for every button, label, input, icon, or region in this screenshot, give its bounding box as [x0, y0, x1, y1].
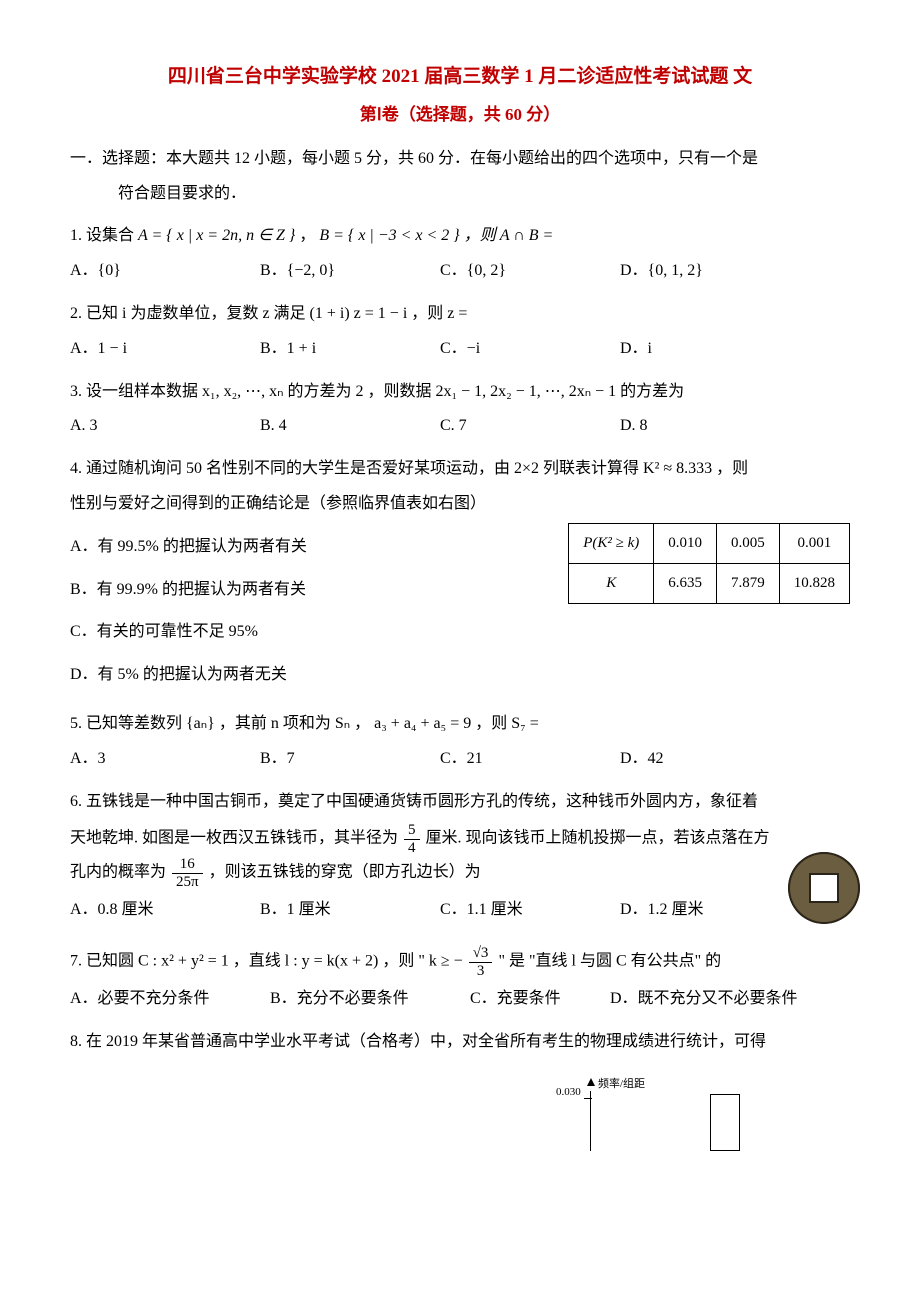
histogram-chart: 频率/组距 0.030 [70, 1081, 850, 1151]
q6-frac1-num: 5 [404, 822, 420, 840]
q4-block: A．有 99.5% 的把握认为两者有关 B．有 99.9% 的把握认为两者有关 … [70, 519, 850, 696]
q6-frac2-num: 16 [172, 856, 203, 874]
q6-line1: 6. 五铢钱是一种中国古铜币，奠定了中国硬通货铸币圆形方孔的传统，这种钱币外圆内… [70, 788, 850, 817]
q2-options: A．1 − i B．1 + i C．−i D．i [70, 335, 850, 364]
exam-title: 四川省三台中学实验学校 2021 届高三数学 1 月二诊适应性考试试题 文 [70, 60, 850, 94]
q3-optC: C. 7 [440, 412, 620, 441]
q7-optA: A．必要不充分条件 [70, 985, 270, 1014]
q5-optC: C．21 [440, 745, 620, 774]
q5-stem: 5. 已知等差数列 {aₙ} ，其前 n 项和为 Sₙ ， a₃ + a₄ + … [70, 710, 850, 739]
q7-optC: C．充要条件 [470, 985, 610, 1014]
q2-stem: 2. 已知 i 为虚数单位，复数 z 满足 (1 + i) z = 1 − i … [70, 300, 850, 329]
q5-optB: B．7 [260, 745, 440, 774]
q6-optA: A．0.8 厘米 [70, 896, 260, 925]
q5-optA: A．3 [70, 745, 260, 774]
chart-yaxis [590, 1091, 591, 1151]
th-prob: P(K² ≥ k) [569, 523, 654, 563]
q2-optD: D．i [620, 335, 780, 364]
coin-hole [809, 873, 839, 903]
q6-line3a: 孔内的概率为 [70, 864, 170, 881]
q4-optB: B．有 99.9% 的把握认为两者有关 [70, 576, 548, 605]
q7-options: A．必要不充分条件 B．充分不必要条件 C．充要条件 D．既不充分又不必要条件 [70, 985, 850, 1014]
q4-optD: D．有 5% 的把握认为两者无关 [70, 661, 548, 690]
q6-optD: D．1.2 厘米 [620, 896, 780, 925]
q2-optB: B．1 + i [260, 335, 440, 364]
q5-options: A．3 B．7 C．21 D．42 [70, 745, 850, 774]
td-10828: 10.828 [779, 563, 849, 603]
q1-optA: A．{0} [70, 257, 260, 286]
q7-frac: √3 3 [469, 945, 493, 979]
q1-optB: B．{−2, 0} [260, 257, 440, 286]
q2-optA: A．1 − i [70, 335, 260, 364]
coin-icon [788, 852, 860, 924]
table-row: P(K² ≥ k) 0.010 0.005 0.001 [569, 523, 850, 563]
q8-stem: 8. 在 2019 年某省普通高中学业水平考试（合格考）中，对全省所有考生的物理… [70, 1028, 850, 1057]
q7-pre: 7. 已知圆 C : x² + y² = 1 ，直线 l : y = k(x +… [70, 953, 463, 970]
paper-part-subtitle: 第Ⅰ卷（选择题，共 60 分） [70, 100, 850, 131]
q1-mid: ， [299, 227, 319, 244]
q6-line3b: ，则该五铢钱的穿宽（即方孔边长）为 [209, 864, 481, 881]
q3-stem: 3. 设一组样本数据 x₁, x₂, ⋯, xₙ 的方差为 2 ，则数据 2x₁… [70, 378, 850, 407]
section-intro-line1: 一．选择题：本大题共 12 小题，每小题 5 分，共 60 分．在每小题给出的四… [70, 145, 850, 174]
critical-value-table: P(K² ≥ k) 0.010 0.005 0.001 K 6.635 7.87… [568, 523, 850, 604]
q2-optC: C．−i [440, 335, 620, 364]
q7-optD: D．既不充分又不必要条件 [610, 985, 830, 1014]
q5-optD: D．42 [620, 745, 780, 774]
q4-stem-line1: 4. 通过随机询问 50 名性别不同的大学生是否爱好某项运动，由 2×2 列联表… [70, 455, 850, 484]
th-0010: 0.010 [654, 523, 717, 563]
td-K: K [569, 563, 654, 603]
q7-post: " 是 "直线 l 与圆 C 有公共点" 的 [498, 953, 721, 970]
th-0001: 0.001 [779, 523, 849, 563]
q6-text-block: 孔内的概率为 16 25π ，则该五铢钱的穿宽（即方孔边长）为 A．0.8 厘米… [70, 856, 780, 931]
q1-setA: A = { x | x = 2n, n ∈ Z } [138, 227, 295, 244]
q6-optC: C．1.1 厘米 [440, 896, 620, 925]
q7-optB: B．充分不必要条件 [270, 985, 470, 1014]
td-K-text: K [606, 575, 616, 591]
q6-frac2: 16 25π [172, 856, 203, 890]
q6-optB: B．1 厘米 [260, 896, 440, 925]
q4-optC: C．有关的可靠性不足 95% [70, 618, 548, 647]
th-0005: 0.005 [717, 523, 780, 563]
q6-line2b: 厘米. 现向该钱币上随机投掷一点，若该点落在方 [426, 830, 770, 847]
th-prob-text: P(K² ≥ k) [583, 535, 639, 551]
chart-ytick: 0.030 [556, 1083, 581, 1103]
q1-setB: B = { x | −3 < x < 2 } [319, 227, 459, 244]
td-7879: 7.879 [717, 563, 780, 603]
table-row: K 6.635 7.879 10.828 [569, 563, 850, 603]
q1-pre: 1. 设集合 [70, 227, 138, 244]
q1-optD: D．{0, 1, 2} [620, 257, 780, 286]
arrowhead-icon [587, 1078, 595, 1086]
q7-frac-den: 3 [469, 963, 493, 980]
q6-line2a: 天地乾坤. 如图是一枚西汉五铢钱币，其半径为 [70, 830, 402, 847]
q1-options: A．{0} B．{−2, 0} C．{0, 2} D．{0, 1, 2} [70, 257, 850, 286]
section-intro-line2: 符合题目要求的． [70, 180, 850, 209]
td-6635: 6.635 [654, 563, 717, 603]
q6-options: A．0.8 厘米 B．1 厘米 C．1.1 厘米 D．1.2 厘米 [70, 896, 780, 925]
q6-line2: 天地乾坤. 如图是一枚西汉五铢钱币，其半径为 5 4 厘米. 现向该钱币上随机投… [70, 822, 850, 856]
q4-stem-line2: 性别与爱好之间得到的正确结论是（参照临界值表如右图） [70, 490, 850, 519]
q3-optA: A. 3 [70, 412, 260, 441]
chart-canvas: 频率/组距 0.030 [570, 1081, 750, 1151]
q3-options: A. 3 B. 4 C. 7 D. 8 [70, 412, 850, 441]
q1-tail: ，则 A ∩ B = [464, 227, 554, 244]
q1-optC: C．{0, 2} [440, 257, 620, 286]
q1-stem: 1. 设集合 A = { x | x = 2n, n ∈ Z } ， B = {… [70, 222, 850, 251]
q4-options: A．有 99.5% 的把握认为两者有关 B．有 99.9% 的把握认为两者有关 … [70, 519, 548, 696]
q3-optD: D. 8 [620, 412, 780, 441]
q6-frac1: 5 4 [404, 822, 420, 856]
q7-frac-num: √3 [469, 945, 493, 963]
q6-frac1-den: 4 [404, 840, 420, 857]
q4-optA: A．有 99.5% 的把握认为两者有关 [70, 533, 548, 562]
q7-stem: 7. 已知圆 C : x² + y² = 1 ，直线 l : y = k(x +… [70, 945, 850, 979]
q6-line3: 孔内的概率为 16 25π ，则该五铢钱的穿宽（即方孔边长）为 [70, 856, 780, 890]
q6-frac2-den: 25π [172, 874, 203, 891]
q3-optB: B. 4 [260, 412, 440, 441]
chart-tick-mark [584, 1098, 592, 1099]
chart-ylabel: 频率/组距 [598, 1075, 645, 1095]
chart-bar [710, 1094, 740, 1151]
q6-row: 孔内的概率为 16 25π ，则该五铢钱的穿宽（即方孔边长）为 A．0.8 厘米… [70, 856, 850, 931]
